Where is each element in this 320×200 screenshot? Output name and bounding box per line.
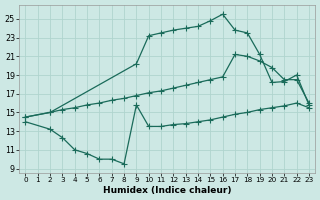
X-axis label: Humidex (Indice chaleur): Humidex (Indice chaleur) xyxy=(103,186,231,195)
